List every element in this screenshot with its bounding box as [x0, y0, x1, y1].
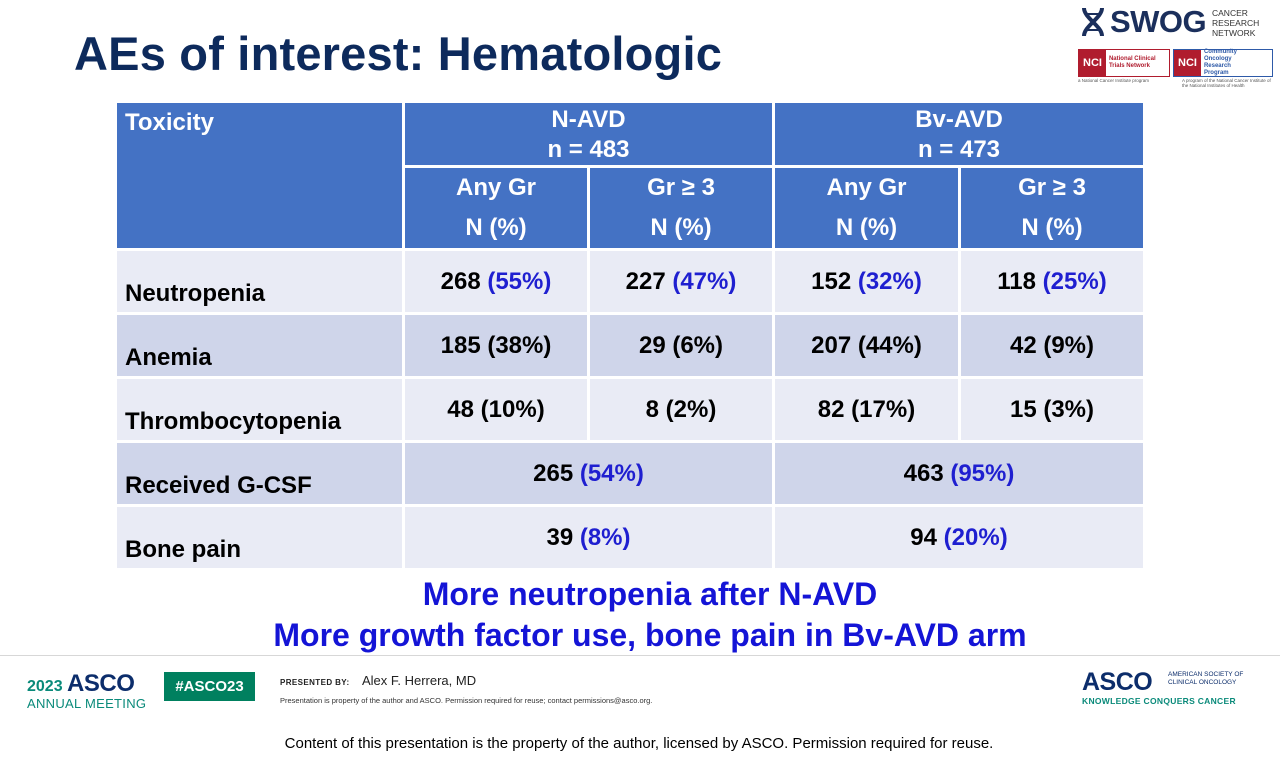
data-cell: 207 (44%) — [772, 312, 961, 379]
nci-nctn-label: National Clinical Trials Network — [1108, 56, 1156, 69]
header-arm-navd: N-AVD n = 483 — [402, 100, 775, 168]
asco-annual-meeting-logo: 2023 ASCO ANNUAL MEETING — [27, 670, 146, 711]
data-cell: 265 (54%) — [402, 440, 775, 507]
presented-by-label: PRESENTED BY: — [280, 678, 350, 687]
nci-nctn-badge: NCI National Clinical Trials Network — [1078, 49, 1170, 77]
swog-logo: SWOG CANCER RESEARCH NETWORK NCI Nationa… — [1078, 4, 1274, 88]
meeting-year: 2023 — [27, 678, 63, 695]
presenter-name: Alex F. Herrera, MD — [361, 673, 477, 688]
data-cell: 82 (17%) — [772, 376, 961, 443]
data-cell: 463 (95%) — [772, 440, 1146, 507]
data-cell: 15 (3%) — [958, 376, 1146, 443]
toxicity-table: Toxicity N-AVD n = 483 Bv-AVD n = 473 Any … — [114, 100, 1146, 571]
header-navd-any: Any Gr N (%) — [402, 165, 590, 251]
header-arm-bvavd: Bv-AVD n = 473 — [772, 100, 1146, 168]
copyright-note: Content of this presentation is the prop… — [284, 735, 994, 752]
data-cell: 48 (10%) — [402, 376, 590, 443]
swog-wordmark: SWOG — [1110, 4, 1207, 39]
nci-ncorp-label: Community Oncology Research Program — [1203, 49, 1237, 76]
hashtag-badge: #ASCO23 — [164, 672, 255, 701]
asco-society-logo: ASCO AMERICAN SOCIETY OF CLINICAL ONCOLO… — [1082, 668, 1254, 706]
data-cell: 152 (32%) — [772, 248, 961, 315]
conclusion-line-2: More growth factor use, bone pain in Bv-… — [273, 617, 1027, 653]
data-cell: 227 (47%) — [587, 248, 775, 315]
row-label: Bone pain — [114, 504, 405, 571]
dna-helix-icon — [1082, 7, 1104, 37]
row-label: Received G-CSF — [114, 440, 405, 507]
row-label: Thrombocytopenia — [114, 376, 405, 443]
table-row: Thrombocytopenia 48 (10%) 8 (2%) 82 (17%… — [114, 376, 1146, 443]
data-cell: 185 (38%) — [402, 312, 590, 379]
nci-ncorp-sub: A program of the National Cancer Institu… — [1182, 78, 1271, 88]
asco-wordmark: ASCO — [1082, 668, 1153, 696]
header-toxicity: Toxicity — [114, 100, 405, 251]
row-label: Neutropenia — [114, 248, 405, 315]
table-row: Received G-CSF 265 (54%) 463 (95%) — [114, 440, 1146, 507]
data-cell: 94 (20%) — [772, 504, 1146, 571]
table-row: Bone pain 39 (8%) 94 (20%) — [114, 504, 1146, 571]
presented-by: PRESENTED BY: Alex F. Herrera, MD Presen… — [280, 672, 652, 705]
nci-tag: NCI — [1174, 50, 1201, 76]
slide-title: AEs of interest: Hematologic — [74, 27, 723, 80]
data-cell: 268 (55%) — [402, 248, 590, 315]
table-row: Neutropenia 268 (55%) 227 (47%) 152 (32%… — [114, 248, 1146, 315]
nci-nctn-sub: a National Cancer Institute program — [1078, 78, 1150, 83]
conclusion-line-1: More neutropenia after N-AVD — [422, 576, 878, 612]
swog-network-text: CANCER RESEARCH NETWORK — [1212, 8, 1260, 38]
data-cell: 8 (2%) — [587, 376, 775, 443]
meeting-asco: ASCO — [67, 670, 135, 697]
header-bvavd-any: Any Gr N (%) — [772, 165, 961, 251]
data-cell: 118 (25%) — [958, 248, 1146, 315]
meeting-annual: ANNUAL MEETING — [27, 696, 147, 711]
asco-society-text: AMERICAN SOCIETY OF CLINICAL ONCOLOGY — [1168, 671, 1244, 686]
table-row: Anemia 185 (38%) 29 (6%) 207 (44%) 42 (9… — [114, 312, 1146, 379]
footer-divider — [0, 655, 1280, 656]
nci-ncorp-badge: NCI Community Oncology Research Program — [1173, 49, 1273, 77]
data-cell: 42 (9%) — [958, 312, 1146, 379]
row-label: Anemia — [114, 312, 405, 379]
asco-tagline: KNOWLEDGE CONQUERS CANCER — [1082, 696, 1236, 706]
data-cell: 39 (8%) — [402, 504, 775, 571]
presentation-note: Presentation is property of the author a… — [280, 696, 653, 705]
nci-tag: NCI — [1079, 50, 1106, 76]
data-cell: 29 (6%) — [587, 312, 775, 379]
